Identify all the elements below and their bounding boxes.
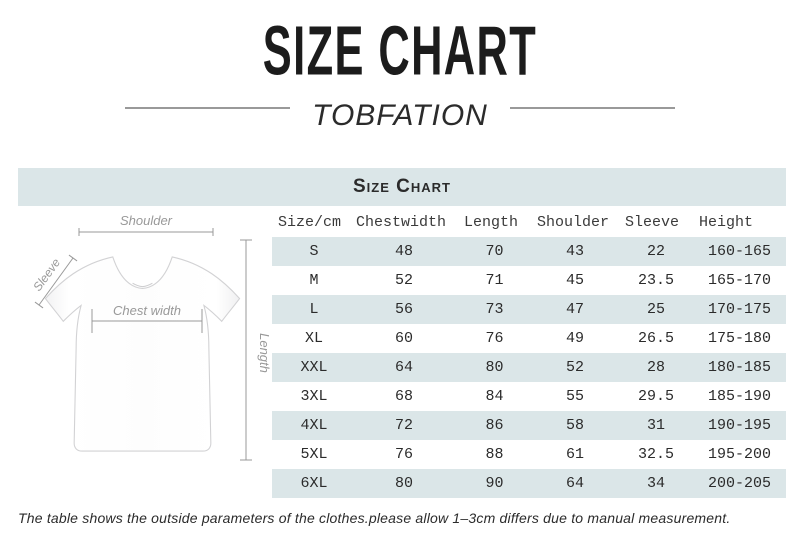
svg-text:Shoulder: Shoulder xyxy=(120,213,173,228)
svg-text:Sleeve: Sleeve xyxy=(30,256,63,294)
svg-text:Length: Length xyxy=(257,333,272,373)
svg-text:Chest width: Chest width xyxy=(113,303,181,318)
